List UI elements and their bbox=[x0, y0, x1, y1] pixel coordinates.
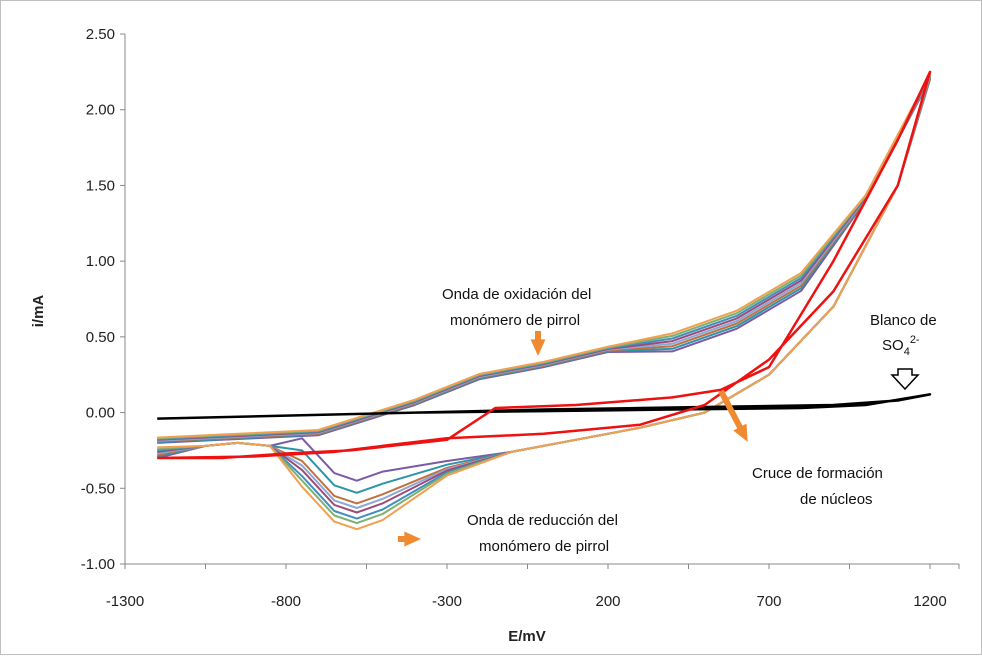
y-tick-label: 0.00 bbox=[86, 405, 115, 422]
crossing-label-line1: Cruce de formación bbox=[752, 465, 883, 482]
crossing-label-line2: de núcleos bbox=[800, 491, 873, 508]
x-tick-label: -300 bbox=[432, 593, 462, 610]
reduction-arrow-head bbox=[404, 531, 421, 547]
y-tick-label: 2.00 bbox=[86, 102, 115, 119]
y-tick-label: -0.50 bbox=[81, 480, 115, 497]
crossing-arrow-head bbox=[733, 423, 748, 442]
annotation-arrows bbox=[398, 331, 920, 547]
oxidation-arrow-head bbox=[530, 339, 546, 356]
x-tick-label: -1300 bbox=[106, 593, 144, 610]
x-axis-title: E/mV bbox=[508, 628, 546, 645]
axes: -1.00 -0.50 0.00 0.50 1.00 1.50 2.00 2.50 -1300 -… bbox=[81, 26, 960, 610]
x-tick-label: 200 bbox=[595, 593, 620, 610]
curves bbox=[156, 70, 932, 531]
blank-so4-curve bbox=[157, 393, 932, 420]
x-tick-label: 700 bbox=[756, 593, 781, 610]
y-tick-label: 0.50 bbox=[86, 329, 115, 346]
y-tick-label: 2.50 bbox=[86, 26, 115, 43]
blank-label-sup: 2- bbox=[910, 334, 920, 346]
first-cycle-curve bbox=[157, 70, 932, 460]
blank-label-sub: 4 bbox=[904, 346, 910, 358]
oxidation-label-line2: monómero de pirrol bbox=[450, 312, 580, 329]
x-tick-label: 1200 bbox=[913, 593, 946, 610]
crossing-arrow bbox=[718, 389, 746, 435]
blank-label-line1: Blanco de bbox=[870, 312, 937, 329]
blank-label-line2: SO42- bbox=[882, 334, 920, 358]
oxidation-label-line1: Onda de oxidación del bbox=[442, 286, 591, 303]
y-tick-label: -1.00 bbox=[81, 556, 115, 573]
cv-cycle-curve bbox=[156, 78, 931, 482]
reduction-label-line2: monómero de pirrol bbox=[479, 538, 609, 555]
x-tick-label: -800 bbox=[271, 593, 301, 610]
blank-arrow-icon bbox=[890, 368, 920, 391]
y-tick-label: 1.00 bbox=[86, 253, 115, 270]
blank-label-so: SO bbox=[882, 337, 904, 354]
reduction-label-line1: Onda de reducción del bbox=[467, 512, 618, 529]
cv-cycle-curve bbox=[157, 73, 931, 531]
y-tick-label: 1.50 bbox=[86, 177, 115, 194]
y-axis-title: i/mA bbox=[30, 295, 47, 328]
